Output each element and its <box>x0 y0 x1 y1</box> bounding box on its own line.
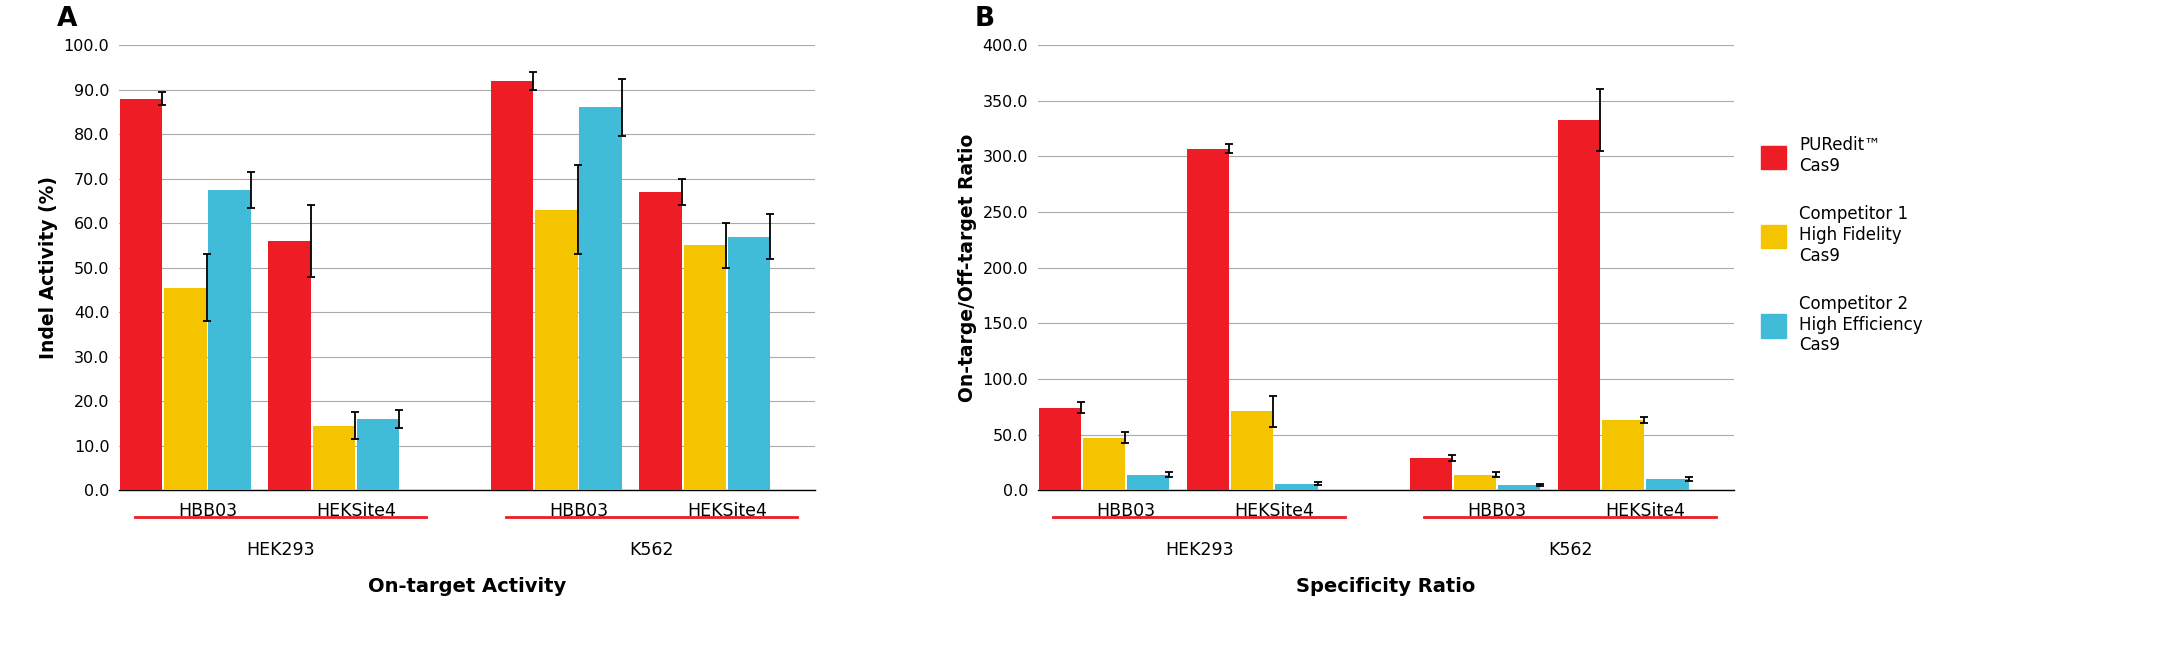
Bar <box>1409 458 1452 490</box>
Legend: PURedit™
Cas9, Competitor 1
High Fidelity
Cas9, Competitor 2
High Efficiency
Cas: PURedit™ Cas9, Competitor 1 High Fidelit… <box>1755 132 1929 359</box>
Text: K562: K562 <box>628 541 674 559</box>
Text: Specificity Ratio: Specificity Ratio <box>1296 577 1476 596</box>
Text: B: B <box>975 6 995 32</box>
Bar <box>579 108 622 490</box>
Bar <box>269 241 310 490</box>
Bar <box>208 190 251 490</box>
Bar <box>119 99 163 490</box>
Y-axis label: On-targe/Off-target Ratio: On-targe/Off-target Ratio <box>958 134 977 402</box>
Bar <box>358 419 399 490</box>
Bar <box>1127 475 1170 490</box>
Bar <box>1558 120 1601 490</box>
Bar <box>1274 484 1318 490</box>
Bar <box>312 426 355 490</box>
Bar <box>1647 479 1688 490</box>
Text: A: A <box>56 6 78 32</box>
Bar <box>1084 438 1125 490</box>
Text: On-target Activity: On-target Activity <box>368 577 566 596</box>
Bar <box>1601 420 1645 490</box>
Bar <box>1038 408 1081 490</box>
Text: K562: K562 <box>1547 541 1593 559</box>
Bar <box>535 210 579 490</box>
Bar <box>728 237 769 490</box>
Bar <box>1188 148 1229 490</box>
Bar <box>1231 412 1274 490</box>
Text: HEK293: HEK293 <box>247 541 314 559</box>
Bar <box>1497 484 1541 490</box>
Bar <box>1454 475 1495 490</box>
Bar <box>683 246 726 490</box>
Bar <box>492 81 533 490</box>
Text: HEK293: HEK293 <box>1164 541 1233 559</box>
Y-axis label: Indel Activity (%): Indel Activity (%) <box>39 176 59 359</box>
Bar <box>639 192 683 490</box>
Bar <box>165 288 206 490</box>
